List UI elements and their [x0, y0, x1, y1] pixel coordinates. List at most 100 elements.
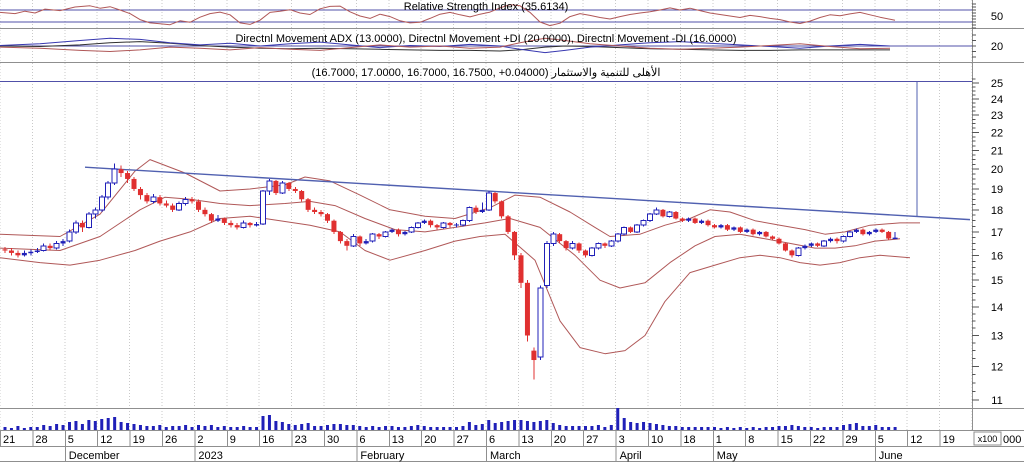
volume-bar	[29, 427, 33, 430]
month-label: April	[620, 450, 642, 462]
volume-bar	[532, 422, 536, 430]
adx-line	[0, 41, 890, 52]
volume-bar	[338, 424, 342, 430]
price-axis-label: 23	[991, 110, 1003, 122]
volume-bar	[126, 423, 130, 430]
candle-body-up	[853, 229, 859, 232]
candle-body-down	[505, 216, 511, 232]
candle-body-down	[750, 229, 756, 235]
volume-bar	[326, 425, 329, 430]
month-label: 2023	[198, 450, 222, 462]
candle-body-up-hollow	[260, 190, 266, 225]
candle-body-up-hollow	[821, 240, 828, 247]
candle-body-up-hollow	[85, 213, 92, 228]
candle-body-down	[376, 234, 382, 237]
adx-axis-label: 20	[991, 41, 1003, 53]
candle-body-up	[363, 241, 369, 244]
volume-bar	[700, 427, 704, 430]
candle-body-down	[395, 229, 401, 235]
candle-body-up-hollow	[537, 287, 544, 358]
volume-bar	[222, 426, 226, 430]
price-axis-label: 16	[991, 250, 1003, 262]
candle-body-down	[512, 231, 518, 256]
candle-body-up	[254, 224, 260, 226]
candle-body-up-hollow	[408, 226, 415, 233]
volume-bar	[551, 423, 555, 430]
candle-body-up-hollow	[279, 182, 286, 194]
candle-body-down	[137, 188, 143, 196]
week-label: 5	[68, 434, 74, 446]
week-label: 16	[262, 434, 274, 446]
candle-body-down	[712, 225, 717, 228]
volume-bar	[467, 422, 471, 430]
volume-bar	[480, 424, 484, 430]
week-label: 9	[230, 434, 236, 446]
volume-bar	[893, 427, 897, 430]
candle-body-down	[776, 238, 782, 244]
volume-bar	[416, 425, 420, 430]
candle-body-down	[770, 236, 776, 239]
volume-bar	[319, 426, 323, 430]
volume-bar	[371, 426, 375, 430]
candle-body-up-hollow	[66, 231, 73, 242]
price-axis-label: 15	[991, 275, 1003, 287]
week-label: 19	[133, 434, 145, 446]
candle-body-down	[202, 209, 208, 215]
candle-body-down	[318, 211, 324, 215]
volume-bar	[138, 425, 142, 430]
volume-bar	[403, 427, 407, 430]
price-axis-label: 25	[991, 78, 1003, 90]
volume-bar	[409, 426, 413, 430]
volume-bar	[16, 426, 20, 430]
candle-body-down	[705, 220, 711, 226]
price-axis-label: 11	[991, 395, 1002, 407]
candle-body-up-hollow	[640, 220, 647, 226]
week-label: 18	[683, 434, 695, 446]
week-label: 15	[781, 434, 793, 446]
bollinger-upper	[0, 159, 920, 237]
candle-body-down	[860, 229, 866, 235]
volume-bar	[132, 424, 136, 430]
candle-body-up-hollow	[414, 222, 421, 228]
candle-body-down	[473, 207, 479, 212]
volume-bar	[500, 422, 504, 430]
week-label: 13	[392, 434, 404, 446]
volume-bar	[151, 426, 155, 430]
candle-body-down	[228, 222, 234, 226]
candle-body-up	[744, 229, 750, 232]
volume-bar	[564, 426, 568, 430]
volume-bar	[796, 426, 800, 430]
trendline	[84, 166, 971, 221]
candle-body-up	[699, 220, 705, 223]
candle-body-down	[737, 227, 743, 232]
candle-body-up	[828, 238, 834, 242]
candle-body-up	[34, 250, 40, 253]
candle-body-up	[389, 229, 395, 232]
volume-bar	[216, 427, 220, 430]
candle-body-down	[144, 195, 150, 202]
candle-body-down	[673, 211, 679, 219]
candle-body-up-hollow	[266, 180, 273, 192]
volume-bar	[674, 426, 678, 430]
volume-bar	[874, 425, 878, 430]
volume-bar	[835, 427, 839, 430]
week-label: 27	[586, 434, 598, 446]
volume-bar	[267, 415, 271, 430]
candle-body-up-hollow	[846, 231, 853, 237]
candle-body-down	[125, 173, 131, 179]
candle-body-up-hollow	[666, 211, 673, 217]
candle-body-up	[215, 218, 221, 221]
candle-body-down	[273, 180, 279, 194]
candle-body-down	[763, 231, 769, 237]
plus-di-line	[0, 37, 891, 54]
volume-bar	[745, 428, 749, 430]
volume-bar	[22, 428, 26, 430]
volume-bar	[680, 427, 684, 430]
volume-bar	[255, 427, 259, 430]
volume-bar	[803, 427, 807, 430]
price-axis-label: 17	[991, 227, 1003, 239]
candle-body-up-hollow	[466, 207, 473, 222]
volume-bar	[519, 420, 523, 430]
